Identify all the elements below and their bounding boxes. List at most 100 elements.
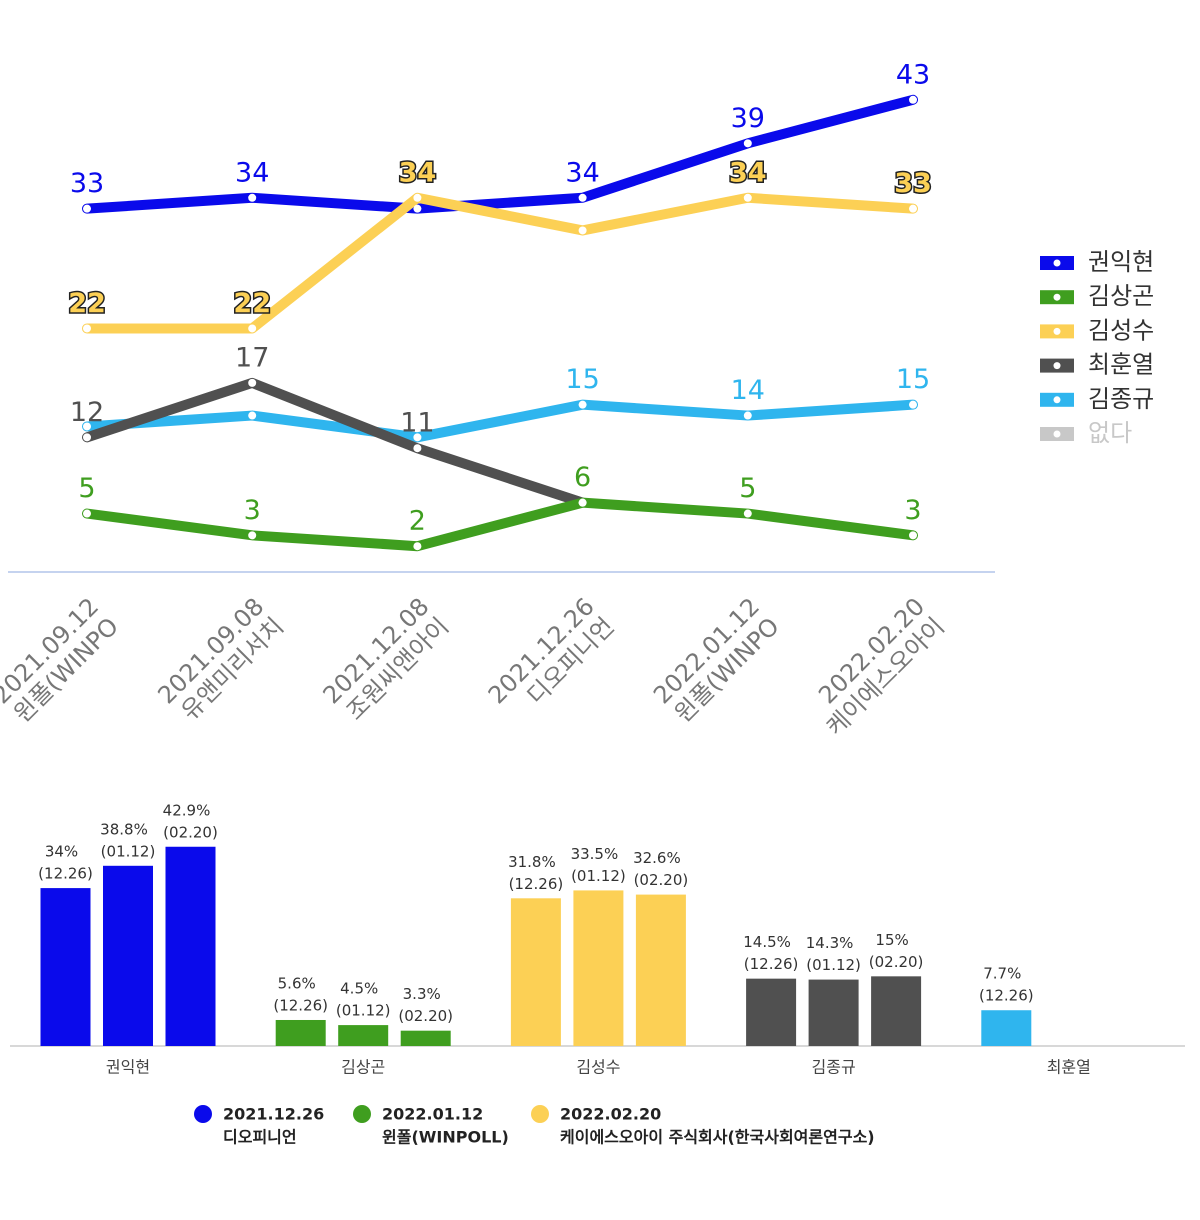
legend-dot bbox=[531, 1105, 549, 1123]
point bbox=[743, 411, 752, 420]
x-tick-label: 2022.02.20케이에스오아이 bbox=[801, 592, 950, 741]
bar-date-label: (02.20) bbox=[634, 871, 689, 889]
legend-label: 김성수 bbox=[1088, 316, 1154, 344]
bar-value-label: 42.9% bbox=[163, 801, 211, 819]
x-tick-label: 2021.12.26디오피니언 bbox=[483, 592, 620, 729]
series-line bbox=[82, 399, 918, 443]
series-line bbox=[82, 94, 918, 214]
data-label: 11 bbox=[400, 408, 434, 439]
x-tick-label: 최훈열 bbox=[1047, 1058, 1091, 1077]
legend-label: 최훈열 bbox=[1088, 351, 1154, 379]
legend-dot bbox=[353, 1105, 371, 1123]
point bbox=[743, 139, 752, 148]
legend-label: 없다 bbox=[1088, 419, 1132, 447]
point bbox=[248, 378, 257, 387]
legend-label: 2021.12.26 bbox=[223, 1105, 324, 1124]
x-tick-label: 2021.09.12윈폴(WINPO bbox=[0, 592, 124, 729]
point bbox=[83, 204, 91, 213]
data-label: 5 bbox=[78, 473, 95, 504]
data-label: 34 bbox=[565, 157, 599, 188]
bar-value-label: 7.7% bbox=[983, 965, 1021, 983]
point bbox=[909, 531, 917, 540]
bar bbox=[573, 890, 624, 1046]
legend-dot bbox=[1053, 259, 1061, 267]
point bbox=[413, 193, 422, 202]
legend-source: 케이에스오아이 주식회사(한국사회여론연구소) bbox=[560, 1128, 875, 1147]
legend-label: 권익현 bbox=[1088, 248, 1154, 276]
data-label: 12 bbox=[70, 397, 104, 428]
point bbox=[248, 531, 257, 540]
legend-label: 2022.01.12 bbox=[382, 1105, 483, 1124]
bar-value-label: 4.5% bbox=[340, 980, 378, 998]
bar-date-label: (02.20) bbox=[869, 953, 924, 971]
point bbox=[909, 95, 917, 104]
point bbox=[413, 444, 422, 453]
legend-dot bbox=[194, 1105, 212, 1123]
legend-dot bbox=[1053, 362, 1061, 370]
legend-label: 김종규 bbox=[1088, 385, 1154, 413]
bar-date-label: (01.12) bbox=[101, 842, 156, 860]
bar-date-label: (01.12) bbox=[806, 956, 861, 974]
data-label: 3 bbox=[244, 495, 261, 526]
bar-value-label: 31.8% bbox=[508, 853, 556, 871]
legend-dot bbox=[1053, 293, 1061, 301]
bar bbox=[400, 1030, 451, 1046]
legend-dot bbox=[1053, 327, 1061, 335]
data-label: 3 bbox=[904, 495, 921, 526]
legend-source: 윈폴(WINPOLL) bbox=[382, 1128, 509, 1147]
bar bbox=[635, 894, 686, 1046]
bar-date-label: (12.26) bbox=[38, 865, 93, 883]
point bbox=[743, 193, 752, 202]
series-line bbox=[82, 497, 918, 552]
data-label: 15 bbox=[565, 364, 599, 395]
data-label: 34 bbox=[729, 157, 767, 188]
point bbox=[413, 542, 422, 551]
legend-dot bbox=[1053, 396, 1061, 404]
point bbox=[248, 193, 257, 202]
point bbox=[248, 324, 257, 333]
legend-label: 김상곤 bbox=[1088, 282, 1154, 310]
point bbox=[743, 509, 752, 518]
point bbox=[83, 433, 91, 442]
data-label: 15 bbox=[896, 364, 930, 395]
x-tick-label: 김종규 bbox=[812, 1058, 856, 1077]
legend-dot bbox=[1053, 430, 1061, 438]
point bbox=[83, 509, 91, 518]
point bbox=[909, 204, 917, 213]
bar-value-label: 32.6% bbox=[633, 849, 681, 867]
bar bbox=[871, 976, 922, 1046]
bar-date-label: (02.20) bbox=[163, 823, 218, 841]
bar bbox=[746, 978, 797, 1046]
point bbox=[413, 433, 422, 442]
bar-date-label: (12.26) bbox=[744, 955, 799, 973]
data-label: 34 bbox=[399, 157, 437, 188]
point bbox=[413, 204, 422, 213]
data-label: 2 bbox=[409, 506, 426, 537]
x-tick-label: 2021.12.08조원씨앤아이 bbox=[318, 592, 455, 729]
bar-date-label: (12.26) bbox=[979, 987, 1034, 1005]
bar bbox=[981, 1010, 1032, 1046]
x-tick-label: 2022.01.12윈폴(WINPO bbox=[648, 592, 785, 729]
bar-date-label: (02.20) bbox=[398, 1007, 453, 1025]
point bbox=[909, 400, 917, 409]
point bbox=[578, 498, 587, 507]
data-label: 14 bbox=[731, 375, 765, 406]
point bbox=[248, 411, 257, 420]
data-label: 17 bbox=[235, 342, 269, 373]
bar-date-label: (12.26) bbox=[509, 875, 564, 893]
point bbox=[83, 422, 91, 431]
bar-value-label: 38.8% bbox=[100, 820, 148, 838]
legend-label: 2022.02.20 bbox=[560, 1105, 661, 1124]
data-label: 39 bbox=[731, 103, 765, 134]
bar-date-label: (01.12) bbox=[336, 1002, 391, 1020]
data-label: 5 bbox=[739, 473, 756, 504]
series-line bbox=[82, 377, 588, 508]
bar-value-label: 14.3% bbox=[806, 934, 854, 952]
point bbox=[578, 226, 587, 235]
bar bbox=[338, 1025, 389, 1046]
bar-date-label: (01.12) bbox=[571, 867, 626, 885]
point bbox=[578, 193, 587, 202]
bar bbox=[510, 898, 561, 1046]
x-tick-label: 김상곤 bbox=[341, 1058, 385, 1077]
